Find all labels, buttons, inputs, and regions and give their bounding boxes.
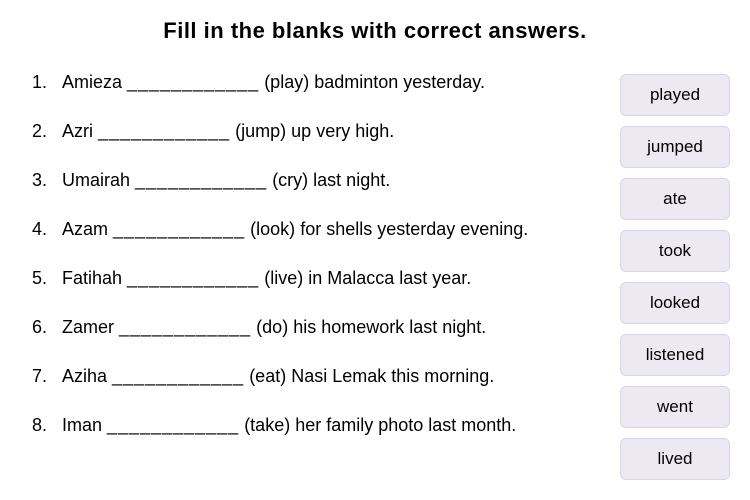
worksheet-content: 1. Amieza ____________ (play) badminton … xyxy=(0,72,750,480)
question-verb: (live) xyxy=(264,268,303,288)
question-pre: Fatihah xyxy=(62,268,127,288)
question-post: in Malacca last year. xyxy=(303,268,471,288)
word-chip[interactable]: listened xyxy=(620,334,730,376)
question-pre: Umairah xyxy=(62,170,135,190)
word-chip[interactable]: took xyxy=(620,230,730,272)
question-pre: Iman xyxy=(62,415,107,435)
question-row: 6. Zamer ____________ (do) his homework … xyxy=(32,317,600,338)
question-verb: (look) xyxy=(250,219,295,239)
blank-input[interactable]: ____________ xyxy=(112,366,244,387)
question-row: 7. Aziha ____________ (eat) Nasi Lemak t… xyxy=(32,366,600,387)
blank-input[interactable]: ____________ xyxy=(98,121,230,142)
question-text: Aziha ____________ (eat) Nasi Lemak this… xyxy=(62,366,600,387)
question-verb: (do) xyxy=(256,317,288,337)
question-number: 4. xyxy=(32,219,62,240)
word-chip[interactable]: played xyxy=(620,74,730,116)
question-row: 3. Umairah ____________ (cry) last night… xyxy=(32,170,600,191)
question-number: 2. xyxy=(32,121,62,142)
question-number: 6. xyxy=(32,317,62,338)
blank-input[interactable]: ____________ xyxy=(113,219,245,240)
question-text: Umairah ____________ (cry) last night. xyxy=(62,170,600,191)
question-number: 3. xyxy=(32,170,62,191)
question-text: Zamer ____________ (do) his homework las… xyxy=(62,317,600,338)
question-row: 8. Iman ____________ (take) her family p… xyxy=(32,415,600,436)
word-chip[interactable]: lived xyxy=(620,438,730,480)
word-chip[interactable]: ate xyxy=(620,178,730,220)
question-row: 1. Amieza ____________ (play) badminton … xyxy=(32,72,600,93)
question-number: 5. xyxy=(32,268,62,289)
question-post: last night. xyxy=(308,170,390,190)
question-row: 4. Azam ____________ (look) for shells y… xyxy=(32,219,600,240)
question-verb: (eat) xyxy=(249,366,286,386)
word-chip[interactable]: went xyxy=(620,386,730,428)
question-text: Azri ____________ (jump) up very high. xyxy=(62,121,600,142)
word-bank: played jumped ate took looked listened w… xyxy=(620,72,730,480)
question-post: his homework last night. xyxy=(288,317,486,337)
blank-input[interactable]: ____________ xyxy=(135,170,267,191)
question-text: Amieza ____________ (play) badminton yes… xyxy=(62,72,600,93)
question-pre: Amieza xyxy=(62,72,127,92)
blank-input[interactable]: ____________ xyxy=(107,415,239,436)
question-number: 1. xyxy=(32,72,62,93)
blank-input[interactable]: ____________ xyxy=(127,268,259,289)
blank-input[interactable]: ____________ xyxy=(127,72,259,93)
question-post: her family photo last month. xyxy=(290,415,516,435)
blank-input[interactable]: ____________ xyxy=(119,317,251,338)
question-text: Iman ____________ (take) her family phot… xyxy=(62,415,600,436)
question-verb: (cry) xyxy=(272,170,308,190)
question-number: 8. xyxy=(32,415,62,436)
question-pre: Azam xyxy=(62,219,113,239)
question-row: 2. Azri ____________ (jump) up very high… xyxy=(32,121,600,142)
question-verb: (jump) xyxy=(235,121,286,141)
questions-list: 1. Amieza ____________ (play) badminton … xyxy=(32,72,620,480)
question-post: up very high. xyxy=(286,121,394,141)
question-post: for shells yesterday evening. xyxy=(295,219,528,239)
word-chip[interactable]: looked xyxy=(620,282,730,324)
question-verb: (play) xyxy=(264,72,309,92)
question-post: badminton yesterday. xyxy=(309,72,485,92)
question-number: 7. xyxy=(32,366,62,387)
word-chip[interactable]: jumped xyxy=(620,126,730,168)
question-pre: Azri xyxy=(62,121,98,141)
question-text: Azam ____________ (look) for shells yest… xyxy=(62,219,600,240)
question-text: Fatihah ____________ (live) in Malacca l… xyxy=(62,268,600,289)
worksheet-title: Fill in the blanks with correct answers. xyxy=(0,0,750,72)
question-row: 5. Fatihah ____________ (live) in Malacc… xyxy=(32,268,600,289)
question-pre: Zamer xyxy=(62,317,119,337)
question-pre: Aziha xyxy=(62,366,112,386)
question-verb: (take) xyxy=(244,415,290,435)
question-post: Nasi Lemak this morning. xyxy=(286,366,494,386)
